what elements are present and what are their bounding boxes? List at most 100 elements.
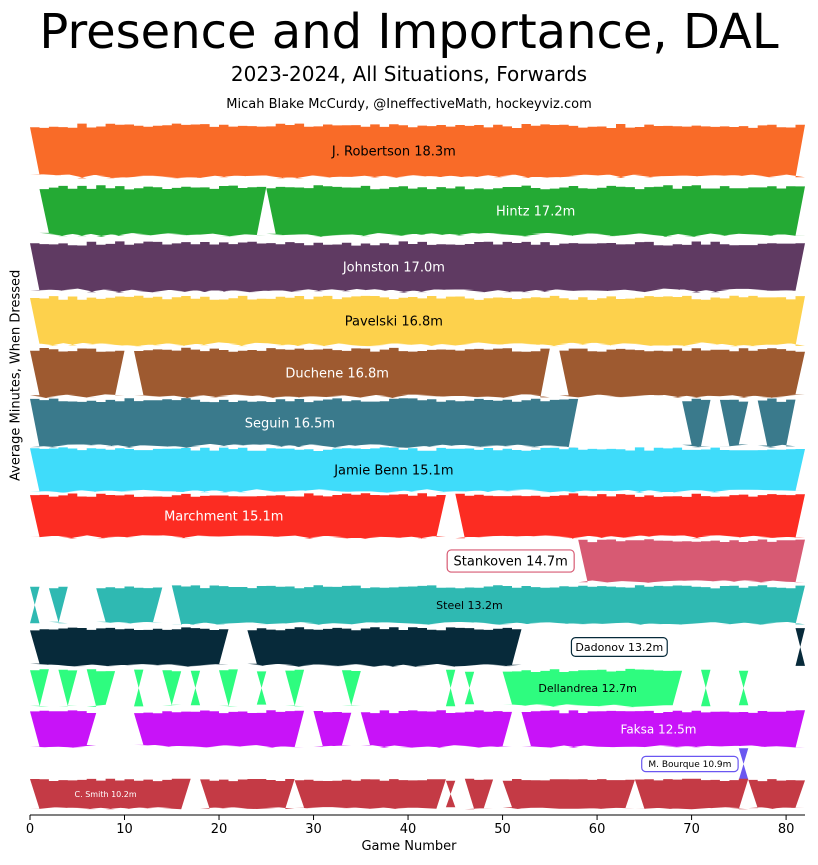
games-segment (682, 398, 711, 448)
label-box (446, 549, 575, 573)
player-label: Faksa 12.5m (621, 722, 697, 736)
player-row-dellandrea: Dellandrea 12.7m (30, 668, 749, 708)
games-segment (738, 670, 749, 706)
player-row-steel: Steel 13.2m (30, 585, 806, 625)
games-segment (48, 586, 68, 624)
games-segment (30, 295, 805, 347)
player-label: Jamie Benn 15.1m (333, 464, 453, 479)
games-segment (719, 399, 749, 447)
player-rows: J. Robertson 18.3m Hintz 17.2m Johnston 17… (30, 123, 806, 810)
x-tick-label: 20 (211, 822, 228, 837)
games-segment (502, 779, 635, 809)
x-tick-label: 70 (683, 822, 700, 837)
player-label: Johnston 17.0m (342, 261, 445, 276)
games-segment (748, 779, 805, 809)
x-tick-label: 10 (116, 822, 133, 837)
player-label: Seguin 16.5m (245, 417, 335, 432)
player-row-dadonov: Dadonov 13.2m (30, 627, 805, 667)
games-segment (30, 241, 805, 293)
games-segment (313, 711, 352, 747)
player-row-duchene: Duchene 16.8m (30, 347, 805, 399)
games-segment (795, 628, 805, 666)
games-segment (464, 671, 475, 705)
player-label: J. Robertson 18.3m (331, 145, 456, 160)
player-label: Steel 13.2m (436, 599, 503, 612)
player-row-m-bourque: M. Bourque 10.9m (641, 748, 749, 780)
games-segment (190, 670, 201, 706)
games-segment (96, 586, 163, 624)
games-segment (30, 398, 579, 448)
games-segment (30, 123, 805, 179)
games-segment (738, 748, 749, 780)
player-row-c-smith: C. Smith 10.2m (30, 778, 805, 810)
games-segment (171, 585, 806, 625)
games-segment (30, 493, 446, 539)
x-tick-label: 30 (305, 822, 322, 837)
games-segment (266, 185, 805, 237)
games-segment (219, 669, 238, 707)
games-segment (39, 185, 267, 237)
player-label: Duchene 16.8m (285, 367, 389, 382)
games-segment (30, 778, 191, 810)
games-segment (247, 627, 522, 667)
games-segment (521, 710, 805, 748)
games-segment (30, 710, 97, 748)
games-segment (256, 671, 267, 705)
games-segment (445, 669, 456, 707)
x-axis: 0 10 20 30 40 50 60 70 80 (26, 814, 805, 837)
player-row-johnston: Johnston 17.0m (30, 241, 805, 293)
label-box (570, 637, 668, 657)
player-label: Dadonov 13.2m (575, 641, 663, 654)
chart-credit: Micah Blake McCurdy, @IneffectiveMath, h… (226, 97, 592, 112)
games-segment (162, 670, 182, 706)
player-row-pavelski: Pavelski 16.8m (30, 295, 805, 347)
games-segment (294, 779, 446, 809)
games-segment (30, 447, 805, 493)
player-row-stankoven: Stankoven 14.7m (446, 539, 805, 583)
games-segment (578, 539, 805, 583)
chart-subtitle: 2023-2024, All Situations, Forwards (230, 62, 588, 86)
games-segment (464, 778, 494, 810)
x-tick-label: 40 (400, 822, 417, 837)
x-axis-label: Game Number (361, 839, 457, 854)
games-segment (134, 710, 305, 748)
x-tick-label: 0 (26, 822, 34, 837)
player-label: Stankoven 14.7m (454, 555, 568, 570)
player-label: C. Smith 10.2m (75, 790, 137, 799)
games-segment (360, 710, 512, 748)
games-segment (30, 586, 40, 624)
games-segment (30, 669, 49, 707)
player-label: M. Bourque 10.9m (648, 760, 731, 770)
games-segment (502, 668, 683, 708)
player-row-hintz: Hintz 17.2m (39, 185, 805, 237)
games-segment (30, 348, 125, 398)
player-row-marchment: Marchment 15.1m (30, 493, 805, 539)
games-segment (757, 398, 796, 448)
games-segment (134, 669, 144, 707)
games-segment (58, 669, 78, 707)
player-label: Pavelski 16.8m (345, 315, 443, 330)
player-row-jamie-benn: Jamie Benn 15.1m (30, 447, 805, 493)
games-segment (559, 348, 805, 398)
games-segment (341, 670, 361, 706)
player-row-seguin: Seguin 16.5m (30, 398, 796, 448)
x-tick-label: 50 (494, 822, 511, 837)
games-segment (285, 669, 305, 707)
games-segment (30, 627, 229, 667)
chart-title: Presence and Importance, DAL (39, 4, 779, 60)
games-segment (701, 669, 711, 707)
games-segment (86, 669, 116, 707)
player-row-faksa: Faksa 12.5m (30, 710, 805, 748)
games-segment (134, 347, 550, 399)
player-label: Dellandrea 12.7m (538, 682, 637, 695)
x-tick-label: 60 (589, 822, 606, 837)
player-row-j-robertson: J. Robertson 18.3m (30, 123, 805, 179)
player-label: Marchment 15.1m (164, 510, 283, 525)
games-segment (445, 780, 456, 808)
games-segment (200, 779, 295, 809)
games-segment (634, 778, 749, 810)
player-label: Hintz 17.2m (496, 205, 575, 220)
x-tick-label: 80 (778, 822, 795, 837)
games-segment (455, 493, 805, 539)
